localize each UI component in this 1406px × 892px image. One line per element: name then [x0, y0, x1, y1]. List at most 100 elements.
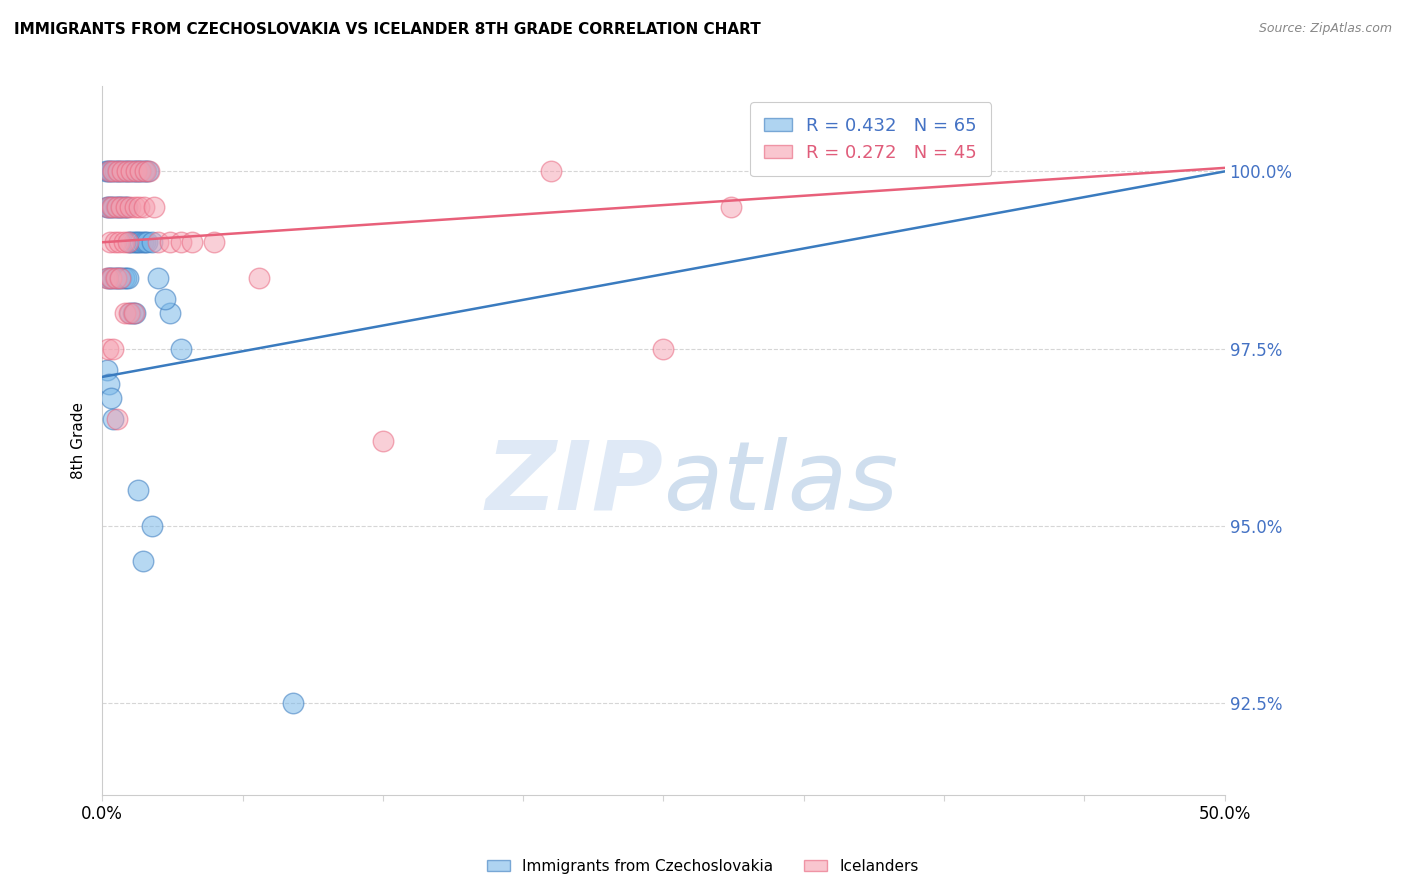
- Point: [103, 235, 125, 250]
- Point: [131, 554, 153, 568]
- Point: [97, 377, 120, 392]
- Point: [98, 270, 121, 285]
- Point: [148, 270, 170, 285]
- Point: [159, 235, 181, 250]
- Point: [652, 342, 675, 356]
- Point: [121, 164, 143, 178]
- Point: [96, 270, 118, 285]
- Point: [103, 270, 125, 285]
- Point: [107, 164, 129, 178]
- Point: [100, 391, 122, 405]
- Point: [96, 363, 118, 377]
- Point: [97, 200, 120, 214]
- Text: atlas: atlas: [664, 437, 898, 530]
- Point: [125, 164, 148, 178]
- Point: [104, 270, 127, 285]
- Point: [131, 164, 153, 178]
- Text: Source: ZipAtlas.com: Source: ZipAtlas.com: [1258, 22, 1392, 36]
- Y-axis label: 8th Grade: 8th Grade: [72, 402, 86, 479]
- Point: [127, 483, 149, 498]
- Point: [281, 696, 304, 710]
- Point: [170, 342, 193, 356]
- Point: [110, 270, 132, 285]
- Point: [204, 235, 226, 250]
- Point: [114, 306, 136, 320]
- Point: [181, 235, 204, 250]
- Point: [124, 200, 146, 214]
- Point: [120, 200, 142, 214]
- Point: [108, 270, 131, 285]
- Point: [120, 164, 142, 178]
- Point: [100, 270, 122, 285]
- Point: [112, 270, 135, 285]
- Point: [103, 200, 125, 214]
- Point: [138, 164, 160, 178]
- Text: IMMIGRANTS FROM CZECHOSLOVAKIA VS ICELANDER 8TH GRADE CORRELATION CHART: IMMIGRANTS FROM CZECHOSLOVAKIA VS ICELAN…: [14, 22, 761, 37]
- Point: [122, 306, 145, 320]
- Point: [114, 270, 136, 285]
- Point: [117, 270, 139, 285]
- Point: [114, 200, 136, 214]
- Point: [136, 235, 159, 250]
- Point: [94, 164, 117, 178]
- Legend: Immigrants from Czechoslovakia, Icelanders: Immigrants from Czechoslovakia, Icelande…: [481, 853, 925, 880]
- Point: [114, 164, 136, 178]
- Point: [120, 164, 142, 178]
- Point: [129, 164, 152, 178]
- Point: [121, 306, 143, 320]
- Point: [114, 200, 136, 214]
- Point: [101, 342, 124, 356]
- Point: [108, 164, 131, 178]
- Point: [125, 235, 148, 250]
- Point: [105, 164, 128, 178]
- Point: [124, 164, 146, 178]
- Point: [159, 306, 181, 320]
- Point: [96, 200, 118, 214]
- Point: [97, 270, 120, 285]
- Point: [98, 164, 121, 178]
- Point: [135, 164, 157, 178]
- Point: [117, 235, 139, 250]
- Point: [115, 200, 138, 214]
- Point: [98, 235, 121, 250]
- Point: [110, 200, 132, 214]
- Point: [107, 200, 129, 214]
- Point: [142, 200, 165, 214]
- Point: [101, 164, 124, 178]
- Point: [100, 200, 122, 214]
- Point: [101, 270, 124, 285]
- Point: [124, 306, 146, 320]
- Point: [141, 235, 163, 250]
- Point: [111, 164, 134, 178]
- Point: [101, 200, 124, 214]
- Point: [112, 164, 135, 178]
- Point: [128, 200, 150, 214]
- Point: [105, 270, 128, 285]
- Point: [103, 164, 125, 178]
- Point: [97, 342, 120, 356]
- Point: [108, 235, 131, 250]
- Point: [108, 200, 131, 214]
- Point: [120, 235, 142, 250]
- Point: [153, 292, 176, 306]
- Point: [540, 164, 562, 178]
- Point: [371, 434, 394, 448]
- Point: [129, 235, 152, 250]
- Point: [136, 164, 159, 178]
- Point: [132, 200, 155, 214]
- Legend: R = 0.432   N = 65, R = 0.272   N = 45: R = 0.432 N = 65, R = 0.272 N = 45: [749, 103, 991, 177]
- Point: [131, 235, 153, 250]
- Point: [118, 306, 141, 320]
- Point: [104, 200, 127, 214]
- Point: [170, 235, 193, 250]
- Point: [97, 164, 120, 178]
- Point: [720, 200, 742, 214]
- Point: [103, 164, 125, 178]
- Point: [108, 270, 131, 285]
- Point: [120, 306, 142, 320]
- Point: [111, 200, 134, 214]
- Point: [148, 235, 170, 250]
- Point: [127, 235, 149, 250]
- Point: [118, 235, 141, 250]
- Point: [110, 164, 132, 178]
